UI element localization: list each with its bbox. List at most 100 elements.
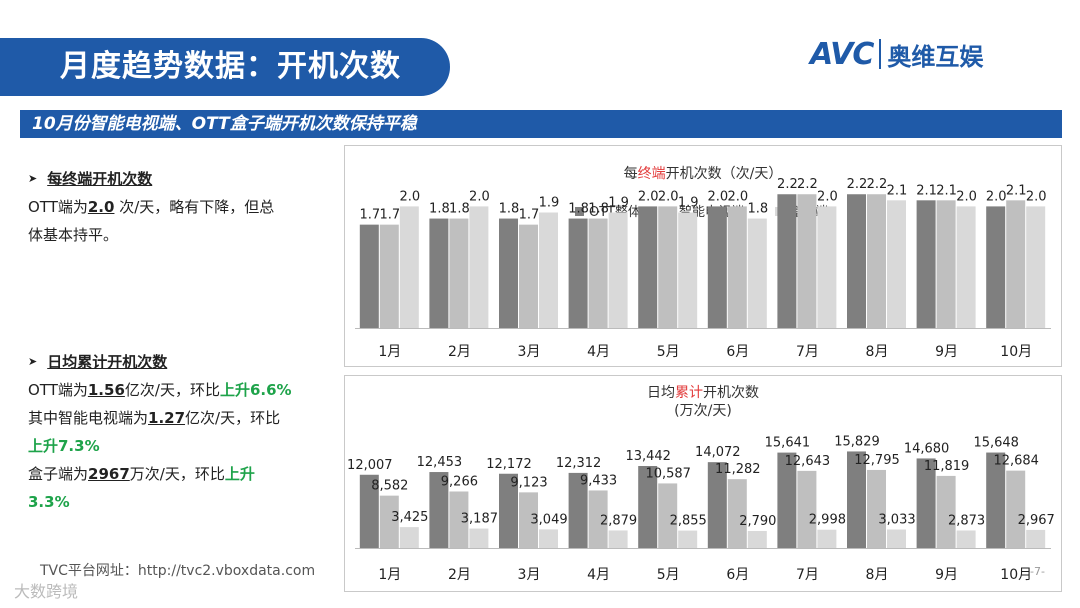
chart2-bar	[469, 528, 489, 548]
chart1-bar	[887, 200, 906, 328]
chart1-value-label: 2.0	[399, 189, 420, 204]
chart1-bar	[847, 194, 866, 328]
chart2-value-label: 3,049	[530, 512, 567, 527]
chart1-tick-label: 8月	[866, 344, 889, 360]
chart2-bar	[1026, 529, 1046, 548]
title-banner	[0, 38, 450, 96]
chart2-value-label: 2,998	[809, 513, 846, 528]
chart1-value-label: 1.7	[519, 208, 540, 223]
chart2-value-label: 11,819	[924, 459, 970, 474]
chart1-tick-label: 1月	[378, 344, 401, 360]
section1-line2: 体基本持平。	[28, 226, 119, 244]
chart1-value-label: 2.0	[707, 189, 728, 204]
chart2-x-ticks: 1月 2月 3月 4月 5月 6月 7月 8月 9月 10月	[378, 567, 1032, 583]
chart2-value-label: 9,266	[441, 474, 478, 489]
chart1-bar	[727, 206, 747, 328]
chart2-value-label: 14,680	[904, 441, 950, 456]
chart1-bar	[429, 218, 449, 328]
chart2-bar	[658, 483, 678, 548]
section-per-terminal: ➤ 每终端开机次数 OTT端为2.0 次/天，略有下降，但总 体基本持平。	[28, 165, 328, 249]
chart2-value-label: 2,967	[1018, 513, 1055, 528]
chart2-bar	[986, 452, 1006, 548]
chart-panel-daily-cumulative: 日均累计开机次数 (万次/天) 12,007 8,582 3,425 12,453 9,…	[344, 375, 1062, 592]
chart1-value-label: 2.1	[916, 183, 937, 198]
chart1-bar	[638, 206, 658, 328]
chart2-tick-label: 10月	[1000, 567, 1032, 583]
chart2-tick-label: 8月	[866, 567, 889, 583]
chart1-value-label: 2.0	[986, 189, 1007, 204]
chart2-value-label: 2,855	[670, 514, 707, 529]
section2-line1: OTT端为1.56亿次/天，环比上升6.6%	[28, 381, 292, 399]
chart2-value-label: 2,879	[600, 513, 637, 528]
chart1-bar	[956, 206, 976, 328]
chart1-bar	[379, 224, 399, 328]
chart2-bar	[817, 529, 837, 548]
section1-line1: OTT端为2.0 次/天，略有下降，但总	[28, 198, 275, 216]
chart1-value-label: 2.1	[936, 183, 957, 198]
chart1-bar	[399, 206, 419, 328]
chart2-bar	[936, 475, 956, 548]
chart2-bar	[747, 530, 767, 548]
bullet-arrow-icon: ➤	[28, 355, 38, 368]
chart2-bar	[568, 472, 588, 548]
page-number: -7-	[1030, 565, 1045, 578]
chart1-value-label: 2.0	[658, 189, 679, 204]
section1-heading: ➤ 每终端开机次数	[28, 165, 328, 193]
chart2-bar	[867, 469, 886, 548]
chart2-value-label: 12,312	[556, 456, 602, 471]
chart1-value-label: 2.0	[727, 189, 748, 204]
chart1-value-label: 1.9	[539, 195, 560, 210]
chart1-tick-label: 3月	[518, 344, 541, 360]
chart2-value-label: 15,641	[765, 436, 811, 451]
chart2-value-label: 12,795	[854, 453, 900, 468]
logo-divider	[879, 39, 882, 69]
chart1-value-label: 1.8	[588, 202, 609, 217]
chart1-tick-label: 9月	[935, 344, 958, 360]
chart2-value-label: 13,442	[625, 449, 671, 464]
chart2-value-label: 15,648	[973, 436, 1019, 451]
chart2-bar	[1006, 470, 1026, 548]
chart2-value-labels: 12,007 8,582 3,425 12,453 9,266 3,187 12,172 9,…	[347, 434, 1055, 529]
chart1-value-label: 1.8	[499, 202, 520, 217]
chart2-value-label: 12,684	[993, 454, 1038, 469]
chart1-bar	[499, 218, 518, 328]
chart1-bar	[539, 212, 558, 328]
chart1-value-label: 2.2	[847, 177, 868, 192]
chart1-value-label: 2.0	[956, 189, 977, 204]
chart-daily-cumulative: 日均累计开机次数 (万次/天) 12,007 8,582 3,425 12,453 9,…	[347, 385, 1055, 583]
chart2-value-label: 9,433	[580, 473, 617, 488]
chart1-value-label: 1.8	[449, 202, 470, 217]
chart2-value-label: 12,172	[486, 457, 532, 472]
chart1-value-label: 2.0	[1026, 189, 1047, 204]
section2-line5: 3.3%	[28, 493, 70, 511]
watermark-brand: 大数跨境	[14, 582, 79, 601]
brand-logo: AVC 奥维互娱	[810, 34, 983, 74]
chart1-bar	[797, 194, 817, 328]
chart1-value-label: 1.9	[608, 195, 629, 210]
chart1-bar	[449, 218, 469, 328]
chart1-value-labels: 1.7 1.72.01.8 1.82.01.8 1.71.9 1.8 1.8 1.9 2.0 2…	[359, 177, 1046, 222]
chart1-value-label: 2.0	[817, 189, 838, 204]
chart1-value-label: 2.2	[797, 177, 818, 192]
chart1-value-label: 2.2	[777, 177, 798, 192]
chart2-tick-label: 6月	[726, 567, 749, 583]
platform-url: TVC平台网址：http://tvc2.vboxdata.com	[40, 563, 316, 579]
section2-line4: 盒子端为2967万次/天，环比上升	[28, 465, 255, 483]
chart1-value-label: 1.7	[379, 208, 400, 223]
chart1-value-label: 1.8	[747, 202, 768, 217]
chart2-bar	[638, 466, 658, 548]
chart1-tick-label: 10月	[1000, 344, 1032, 360]
chart1-tick-label: 2月	[448, 344, 471, 360]
chart2-value-label: 14,072	[695, 445, 741, 460]
chart1-bar	[678, 212, 698, 328]
chart2-bar	[916, 458, 936, 548]
chart2-title: 日均累计开机次数	[647, 385, 759, 401]
chart2-bar	[727, 479, 747, 548]
chart1-tick-label: 6月	[726, 344, 749, 360]
chart1-bar	[568, 218, 588, 328]
chart2-value-label: 10,587	[645, 466, 691, 481]
chart2-subtitle: (万次/天)	[674, 403, 732, 419]
chart2-value-label: 12,007	[347, 458, 393, 473]
chart2-bar	[847, 451, 866, 548]
chart-per-terminal: 每终端开机次数（次/天） OTT整体智能电视端盒子端 1.71.72.01.81…	[355, 166, 1051, 360]
